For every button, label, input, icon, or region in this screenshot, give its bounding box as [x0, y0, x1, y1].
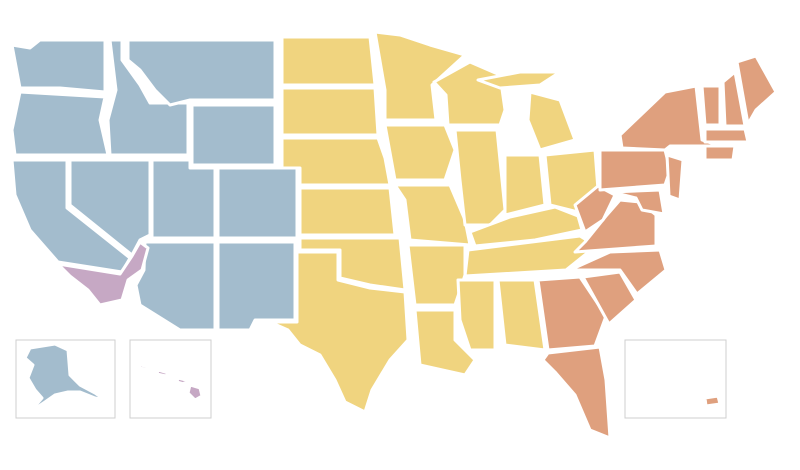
state-new-mexico[interactable]: [216, 240, 297, 332]
state-wyoming[interactable]: [190, 103, 277, 167]
state-oregon[interactable]: [10, 90, 110, 157]
state-connecticut-rhode-island[interactable]: [703, 144, 737, 162]
state-north-carolina[interactable]: [568, 248, 668, 296]
state-arizona[interactable]: [134, 240, 217, 332]
state-nevada[interactable]: [68, 158, 152, 257]
state-south-dakota[interactable]: [280, 86, 380, 137]
state-alaska[interactable]: [23, 342, 107, 414]
state-michigan[interactable]: [526, 90, 577, 152]
state-colorado[interactable]: [216, 166, 299, 240]
state-iowa[interactable]: [383, 123, 457, 182]
state-new-jersey[interactable]: [665, 153, 685, 202]
state-west-virginia[interactable]: [573, 184, 617, 234]
puerto-rico-inset-frame: [624, 339, 727, 419]
state-michigan-upper[interactable]: [476, 70, 562, 90]
state-georgia[interactable]: [536, 275, 608, 352]
state-maryland-delaware[interactable]: [610, 188, 666, 216]
state-montana[interactable]: [126, 38, 277, 107]
state-massachusetts[interactable]: [703, 127, 750, 144]
state-pennsylvania[interactable]: [598, 148, 672, 192]
state-illinois[interactable]: [453, 128, 507, 227]
state-minnesota[interactable]: [373, 30, 467, 122]
state-alabama[interactable]: [496, 278, 547, 352]
state-indiana[interactable]: [503, 153, 547, 217]
state-mississippi[interactable]: [456, 278, 497, 352]
state-missouri[interactable]: [393, 183, 472, 247]
state-north-dakota[interactable]: [280, 35, 377, 87]
state-washington[interactable]: [10, 38, 107, 94]
state-utah[interactable]: [150, 158, 217, 240]
state-south-carolina[interactable]: [581, 270, 638, 326]
state-oklahoma[interactable]: [298, 236, 407, 292]
alaska-inset-frame: [15, 339, 116, 419]
state-maine[interactable]: [735, 54, 778, 126]
state-texas[interactable]: [268, 250, 410, 414]
state-hawaii[interactable]: [137, 363, 204, 402]
states-layer: [10, 30, 778, 440]
state-puerto-rico[interactable]: [630, 348, 722, 415]
state-louisiana[interactable]: [413, 308, 477, 377]
state-vermont[interactable]: [700, 84, 722, 127]
state-florida[interactable]: [541, 345, 612, 440]
hawaii-inset-frame: [129, 339, 212, 419]
state-kansas[interactable]: [298, 186, 397, 237]
state-tennessee[interactable]: [463, 234, 598, 278]
state-new-hampshire[interactable]: [721, 70, 747, 128]
state-kentucky[interactable]: [468, 205, 584, 248]
state-arkansas[interactable]: [406, 243, 467, 307]
state-idaho[interactable]: [106, 38, 190, 157]
state-nebraska[interactable]: [280, 136, 392, 187]
state-southern-california[interactable]: [56, 240, 150, 307]
